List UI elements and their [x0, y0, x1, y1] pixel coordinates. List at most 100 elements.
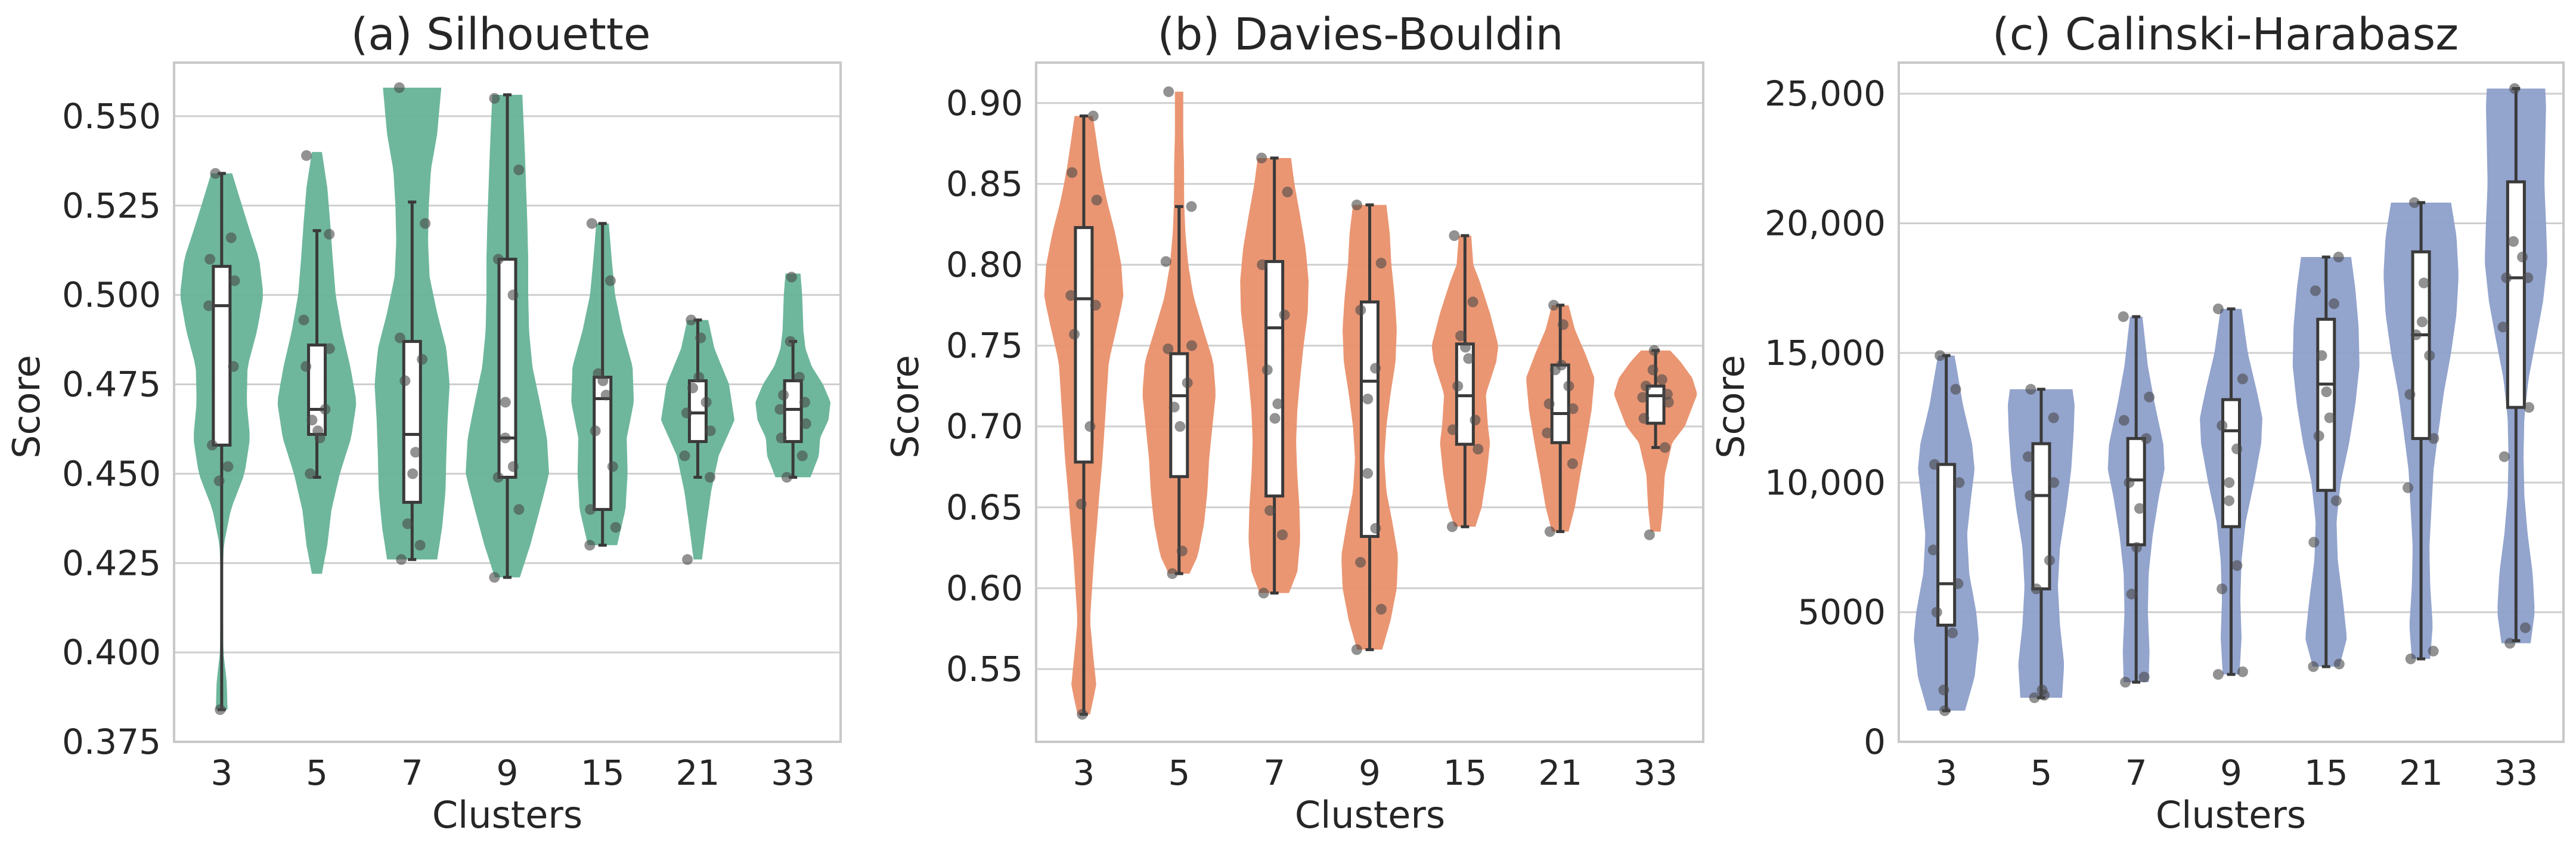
data-point-calinski-harabasz: [1952, 578, 1964, 589]
data-point-calinski-harabasz: [2424, 350, 2435, 361]
plot-frame-calinski-harabasz: [1898, 61, 2565, 743]
data-point-calinski-harabasz: [2408, 197, 2420, 208]
data-point-calinski-harabasz: [2036, 685, 2048, 696]
data-point-calinski-harabasz: [2321, 386, 2332, 398]
data-point-calinski-harabasz: [2029, 692, 2040, 704]
data-point-davies-bouldin: [1544, 526, 1555, 537]
y-tick-label-silhouette: 0.525: [62, 185, 161, 226]
data-point-davies-bouldin: [1258, 587, 1269, 599]
data-point-silhouette: [207, 439, 218, 451]
y-tick-label-calinski-harabasz: 25,000: [1765, 73, 1886, 114]
data-point-silhouette: [306, 414, 318, 426]
data-point-calinski-harabasz: [2217, 420, 2228, 431]
data-point-davies-bouldin: [1659, 442, 1670, 453]
data-point-calinski-harabasz: [2212, 668, 2224, 680]
data-point-davies-bouldin: [1264, 505, 1276, 516]
x-tick-label-silhouette: 21: [676, 753, 720, 793]
data-point-davies-bouldin: [1452, 380, 1464, 392]
data-point-calinski-harabasz: [2428, 645, 2439, 657]
data-point-davies-bouldin: [1186, 340, 1197, 351]
data-point-davies-bouldin: [1548, 299, 1560, 311]
y-tick-label-davies-bouldin: 0.75: [946, 326, 1023, 366]
data-point-silhouette: [492, 253, 504, 265]
y-axis-label-calinski-harabasz: Score: [1709, 355, 1753, 459]
x-tick-label-davies-bouldin: 5: [1168, 753, 1190, 793]
data-point-davies-bouldin: [1186, 201, 1197, 212]
y-tick-label-silhouette: 0.375: [62, 722, 161, 762]
data-point-calinski-harabasz: [2418, 277, 2429, 289]
data-point-davies-bouldin: [1473, 444, 1484, 455]
panel-title-davies-bouldin: (b) Davies-Bouldin: [1158, 9, 1564, 60]
data-point-calinski-harabasz: [1947, 627, 1958, 639]
data-point-davies-bouldin: [1663, 397, 1674, 408]
x-tick-label-silhouette: 7: [401, 753, 423, 793]
data-point-silhouette: [799, 397, 810, 408]
data-point-calinski-harabasz: [2416, 316, 2428, 327]
data-point-silhouette: [586, 218, 597, 229]
y-tick-label-calinski-harabasz: 15,000: [1765, 333, 1886, 373]
data-point-silhouette: [607, 461, 618, 472]
box-davies-bouldin-7: [1264, 260, 1285, 498]
data-point-silhouette: [393, 82, 405, 93]
data-point-davies-bouldin: [1182, 377, 1193, 388]
data-point-davies-bouldin: [1644, 529, 1655, 540]
data-point-silhouette: [492, 472, 504, 483]
data-point-calinski-harabasz: [2501, 272, 2512, 283]
data-point-davies-bouldin: [1563, 380, 1574, 392]
box-calinski-harabasz-7: [2126, 437, 2146, 547]
box-calinski-harabasz-3: [1936, 463, 1957, 627]
x-tick-label-calinski-harabasz: 3: [1935, 753, 1957, 793]
data-point-calinski-harabasz: [2328, 298, 2339, 309]
data-point-calinski-harabasz: [2048, 412, 2059, 423]
data-point-calinski-harabasz: [2509, 83, 2521, 94]
y-tick-label-calinski-harabasz: 10,000: [1765, 462, 1886, 503]
x-tick-label-calinski-harabasz: 21: [2399, 753, 2443, 793]
data-point-silhouette: [507, 289, 519, 301]
x-tick-label-silhouette: 33: [771, 753, 815, 793]
x-tick-label-silhouette: 15: [581, 753, 625, 793]
data-point-silhouette: [489, 92, 500, 104]
x-tick-label-calinski-harabasz: 5: [2030, 753, 2052, 793]
data-point-calinski-harabasz: [2316, 350, 2327, 361]
y-tick-label-davies-bouldin: 0.70: [946, 406, 1023, 447]
data-point-calinski-harabasz: [2497, 321, 2509, 333]
data-point-calinski-harabasz: [1931, 606, 1942, 618]
x-tick-label-davies-bouldin: 7: [1263, 753, 1285, 793]
x-tick-label-calinski-harabasz: 15: [2304, 753, 2348, 793]
data-point-davies-bouldin: [1375, 603, 1387, 615]
data-point-calinski-harabasz: [2025, 490, 2036, 502]
data-point-silhouette: [796, 450, 808, 462]
panel-silhouette: (a) Silhouette Clusters Score 0.375 0.400…: [5, 9, 842, 837]
x-axis-label-silhouette: Clusters: [432, 793, 582, 837]
y-tick-label-silhouette: 0.550: [62, 96, 161, 137]
data-point-silhouette: [513, 504, 525, 515]
data-point-davies-bouldin: [1355, 556, 1366, 568]
y-tick-label-davies-bouldin: 0.85: [946, 163, 1023, 204]
data-point-calinski-harabasz: [2022, 451, 2033, 462]
data-point-davies-bouldin: [1163, 86, 1174, 97]
data-point-silhouette: [324, 343, 335, 354]
y-axis-label-davies-bouldin: Score: [884, 355, 927, 459]
data-point-silhouette: [686, 314, 697, 326]
data-point-davies-bouldin: [1163, 343, 1174, 355]
box-calinski-harabasz-5: [2031, 442, 2051, 591]
box-davies-bouldin-9: [1360, 300, 1380, 538]
y-tick-label-davies-bouldin: 0.65: [946, 487, 1023, 528]
box-davies-bouldin-33: [1645, 384, 1666, 425]
y-tick-label-davies-bouldin: 0.80: [946, 244, 1023, 285]
data-point-silhouette: [210, 168, 221, 179]
data-point-davies-bouldin: [1272, 398, 1284, 410]
y-tick-label-silhouette: 0.450: [62, 453, 161, 494]
x-tick-label-davies-bouldin: 3: [1072, 753, 1095, 793]
data-point-silhouette: [786, 271, 797, 283]
data-point-silhouette: [610, 522, 621, 533]
x-tick-label-silhouette: 5: [306, 753, 328, 793]
x-tick-label-calinski-harabasz: 7: [2125, 753, 2147, 793]
data-point-davies-bouldin: [1279, 309, 1290, 321]
data-point-silhouette: [301, 150, 312, 161]
data-point-silhouette: [800, 418, 811, 429]
data-point-davies-bouldin: [1446, 521, 1458, 533]
data-point-calinski-harabasz: [2138, 671, 2150, 683]
data-point-davies-bouldin: [1567, 458, 1578, 469]
data-point-calinski-harabasz: [2504, 637, 2516, 649]
